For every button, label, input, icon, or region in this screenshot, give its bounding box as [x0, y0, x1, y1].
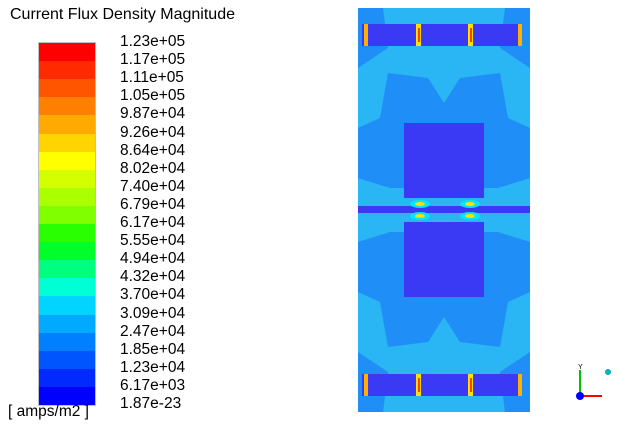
- center-hot-spot-core: [465, 214, 475, 218]
- legend-tick-label: 1.23e+04: [120, 358, 186, 376]
- legend-tick-label: 1.05e+05: [120, 87, 186, 105]
- legend-tick-label: 9.26e+04: [120, 123, 186, 141]
- legend-swatch: [39, 187, 95, 207]
- legend-tick-label: 5.55e+04: [120, 232, 186, 250]
- current-density-contour-plot[interactable]: [358, 8, 530, 412]
- legend-units: [ amps/m2 ]: [8, 403, 89, 420]
- legend-tick-label: 6.17e+04: [120, 214, 186, 231]
- hot-spot-core: [470, 28, 472, 42]
- coordinate-axes-icon[interactable]: Y: [566, 362, 614, 410]
- legend-tick-label: 8.02e+04: [120, 159, 186, 177]
- legend-swatch: [39, 43, 95, 62]
- legend-tick-label: 4.32e+04: [120, 268, 186, 286]
- top-terminal-block: [362, 24, 522, 46]
- bottom-terminal-block: [362, 374, 522, 396]
- center-hot-spot-core: [465, 202, 475, 206]
- legend-swatch: [39, 278, 95, 297]
- legend-tick-label: 3.09e+04: [120, 304, 186, 322]
- hot-spot-core: [470, 378, 472, 392]
- legend-tick-label: 6.17e+03: [120, 376, 186, 394]
- legend-swatch: [39, 386, 95, 406]
- legend-tick-label: 4.94e+04: [120, 250, 186, 268]
- legend-tick-label: 6.79e+04: [120, 195, 186, 213]
- legend-swatch: [39, 332, 95, 352]
- y-letter: Y: [578, 364, 583, 371]
- legend-swatch: [39, 205, 95, 225]
- legend-swatch: [39, 61, 95, 80]
- legend-swatch: [39, 314, 95, 334]
- legend-swatch: [39, 224, 95, 243]
- legend-swatch: [39, 151, 95, 171]
- hot-spot: [518, 24, 522, 46]
- legend-swatch: [39, 133, 95, 153]
- legend-title: Current Flux Density Magnitude: [10, 6, 235, 23]
- legend-tick-label: 1.87e-23: [120, 395, 182, 412]
- legend-tick-label: 8.64e+04: [120, 141, 186, 159]
- legend-tick-label: 1.85e+04: [120, 340, 186, 358]
- legend-swatch: [39, 260, 95, 279]
- legend-swatch: [39, 296, 95, 315]
- center-hot-spot-core: [415, 214, 425, 218]
- legend-tick-label: 9.87e+04: [120, 105, 186, 123]
- legend-tick-label: 2.47e+04: [120, 322, 186, 340]
- legend-tick-label: 1.11e+05: [120, 69, 184, 87]
- legend-swatch: [39, 368, 95, 388]
- hot-spot: [518, 374, 522, 396]
- hot-spot: [364, 374, 368, 396]
- legend-swatch: [39, 79, 95, 98]
- hot-spot: [364, 24, 368, 46]
- legend-tick-label: 7.40e+04: [120, 177, 186, 195]
- legend-swatch: [39, 242, 95, 261]
- legend-swatch: [39, 169, 95, 189]
- legend-tick-label: 1.17e+05: [120, 51, 186, 69]
- center-hot-spot-core: [415, 202, 425, 206]
- legend-colorbar: [38, 42, 96, 406]
- lower-core-block: [404, 222, 484, 297]
- legend-tick-label: 3.70e+04: [120, 286, 186, 304]
- legend-swatch: [39, 350, 95, 370]
- legend-swatch: [39, 115, 95, 134]
- hot-spot-core: [418, 378, 420, 392]
- legend-tick-label: 1.23e+05: [120, 33, 186, 50]
- upper-core-block: [404, 123, 484, 198]
- z-axis: [576, 392, 584, 400]
- legend-swatch: [39, 97, 95, 116]
- center-gap-band: [358, 206, 530, 213]
- hot-spot-core: [418, 28, 420, 42]
- units-label: amps/m2: [16, 403, 81, 420]
- triad-sphere: [605, 369, 611, 375]
